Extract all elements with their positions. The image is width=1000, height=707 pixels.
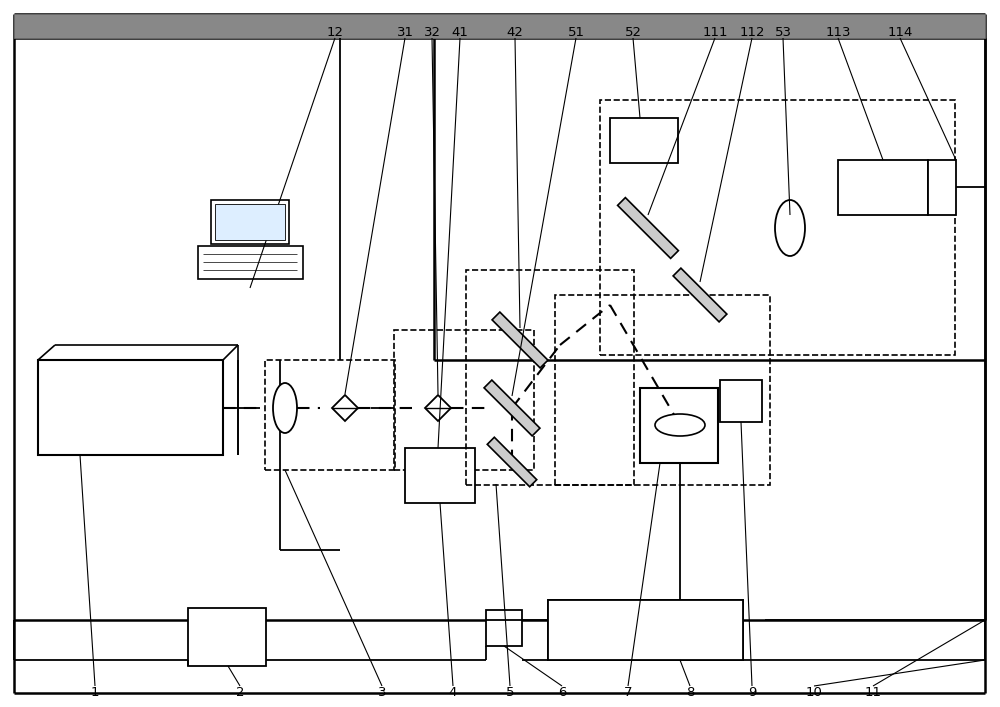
Ellipse shape — [775, 200, 805, 256]
Bar — [211, 200, 289, 244]
Bar — [720, 380, 762, 422]
Text: 51: 51 — [568, 25, 584, 38]
Text: 11: 11 — [864, 686, 882, 699]
Text: 41: 41 — [452, 25, 468, 38]
Text: 1: 1 — [91, 686, 99, 699]
Bar — [265, 360, 395, 470]
Text: 8: 8 — [686, 686, 694, 699]
Ellipse shape — [655, 414, 705, 436]
Text: 113: 113 — [825, 25, 851, 38]
Polygon shape — [673, 268, 727, 322]
Bar — [548, 600, 743, 660]
Bar — [928, 160, 956, 215]
Text: 31: 31 — [396, 25, 414, 38]
Bar — [215, 204, 285, 240]
Bar — [838, 160, 928, 215]
Bar — [188, 608, 266, 666]
Text: 53: 53 — [774, 25, 792, 38]
Bar — [394, 330, 534, 470]
Polygon shape — [332, 395, 358, 421]
Ellipse shape — [273, 383, 297, 433]
Text: 4: 4 — [449, 686, 457, 699]
Text: 7: 7 — [624, 686, 632, 699]
Text: 6: 6 — [558, 686, 566, 699]
Text: 12: 12 — [326, 25, 344, 38]
Bar — [466, 270, 634, 485]
Text: 2: 2 — [236, 686, 244, 699]
Bar — [38, 360, 223, 455]
Polygon shape — [492, 312, 548, 368]
Polygon shape — [425, 395, 451, 421]
Bar — [486, 610, 522, 646]
Text: 9: 9 — [748, 686, 756, 699]
Text: 114: 114 — [887, 25, 913, 38]
Text: 111: 111 — [702, 25, 728, 38]
Text: 3: 3 — [378, 686, 386, 699]
Text: 52: 52 — [624, 25, 642, 38]
Bar — [555, 295, 770, 485]
Text: 32: 32 — [424, 25, 440, 38]
Text: 5: 5 — [506, 686, 514, 699]
Bar — [610, 118, 678, 163]
Polygon shape — [484, 380, 540, 436]
Bar — [198, 246, 303, 279]
Bar — [640, 388, 718, 463]
Bar — [548, 600, 743, 660]
Text: 10: 10 — [806, 686, 822, 699]
Text: 112: 112 — [739, 25, 765, 38]
Bar — [14, 14, 985, 38]
Bar — [600, 100, 955, 355]
Text: 42: 42 — [507, 25, 523, 38]
Polygon shape — [618, 197, 678, 258]
Bar — [405, 448, 475, 503]
Polygon shape — [487, 437, 537, 486]
